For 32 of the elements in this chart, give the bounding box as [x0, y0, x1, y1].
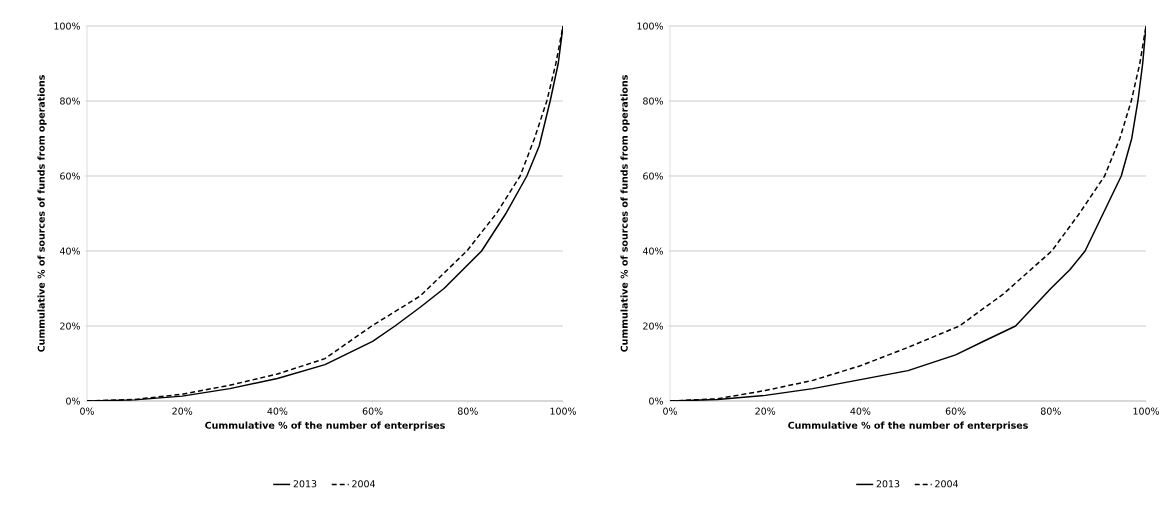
x-tick-label: 80%: [1040, 407, 1061, 415]
legend-label: 2013: [293, 480, 317, 488]
x-tick-label: 100%: [1133, 407, 1160, 415]
x-axis-title: Cummulative % of the number of enterprises: [205, 421, 445, 431]
x-tick-label: 60%: [362, 407, 383, 415]
x-tick-label: 80%: [457, 407, 478, 415]
legend-label: 2004: [352, 480, 376, 488]
y-axis-title: Cummulative % of sources of funds from operations: [620, 75, 630, 352]
y-tick-label: 60%: [643, 172, 663, 180]
legend-label: 2013: [876, 480, 900, 488]
x-tick-label: 60%: [945, 407, 966, 415]
y-tick-label: 0%: [66, 397, 80, 405]
y-tick-label: 20%: [60, 322, 80, 330]
y-axis-title: Cummulative % of sources of funds from operations: [37, 75, 47, 352]
x-axis-title: Cummulative % of the number of enterprises: [788, 421, 1028, 431]
x-tick-label: 40%: [267, 407, 288, 415]
y-tick-label: 0%: [649, 397, 663, 405]
y-tick-label: 40%: [59, 247, 80, 255]
x-tick-label: 0%: [663, 407, 677, 415]
x-tick-label: 0%: [80, 407, 94, 415]
y-tick-label: 20%: [643, 322, 663, 330]
y-tick-label: 60%: [60, 172, 80, 180]
y-tick-label: 100%: [637, 22, 663, 30]
y-tick-label: 100%: [54, 22, 80, 30]
legend-label: 2004: [935, 480, 959, 488]
x-tick-label: 20%: [755, 407, 776, 415]
x-tick-label: 100%: [550, 407, 577, 415]
y-tick-label: 40%: [642, 247, 663, 255]
y-tick-label: 80%: [643, 97, 663, 105]
y-tick-label: 80%: [60, 97, 80, 105]
x-tick-label: 40%: [850, 407, 871, 415]
x-tick-label: 20%: [172, 407, 193, 415]
